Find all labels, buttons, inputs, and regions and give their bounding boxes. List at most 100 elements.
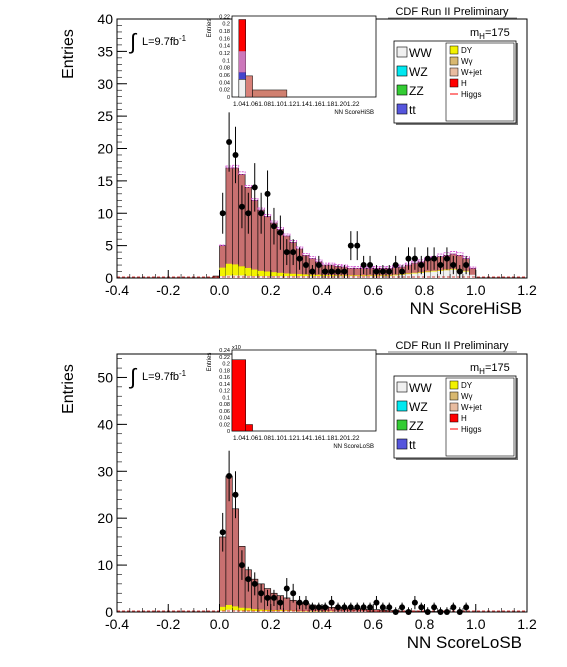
data-point xyxy=(245,210,252,217)
lumi-label: L=9.7fb-1 xyxy=(142,34,187,48)
legend-swatch xyxy=(396,103,408,115)
legend-swatch xyxy=(396,65,408,77)
hist-bar-higgs xyxy=(468,266,477,269)
data-point xyxy=(392,262,399,269)
inset-y-tick-label: 0.22 xyxy=(219,355,230,361)
x-tick-label: 0.2 xyxy=(261,282,281,298)
x-axis-title: NN ScoreHiSB xyxy=(410,299,522,318)
data-point xyxy=(277,229,284,236)
inset-y-tick-label: 0.02 xyxy=(219,422,230,428)
integral-icon: ∫ xyxy=(128,29,138,54)
hist-bar-higgs xyxy=(449,251,457,255)
data-point xyxy=(232,491,239,498)
data-point xyxy=(443,255,450,262)
hist-bar-ww xyxy=(437,270,444,278)
data-point xyxy=(219,529,226,536)
data-point xyxy=(322,268,329,275)
hist-bar-ww xyxy=(424,272,431,278)
data-point xyxy=(456,609,463,615)
data-point xyxy=(290,249,297,256)
data-point xyxy=(341,268,348,275)
data-point xyxy=(360,604,367,611)
inset-y-tick-label: 0 xyxy=(227,95,230,101)
mass-label: mH=175 xyxy=(470,27,510,41)
header-text: CDF Run II Preliminary xyxy=(395,340,509,352)
data-point xyxy=(424,609,431,615)
y-tick-label: 30 xyxy=(97,76,113,92)
hist-bar-dy xyxy=(283,610,290,612)
hist-bar-dy xyxy=(405,273,412,275)
hist-bar-dy xyxy=(424,271,431,273)
chart-losb: -0.4 -0.2 0.0 0.2 0.4 0.6 0.8 1.0 1.2 0 10 20 30 40 50… xyxy=(60,340,537,652)
x-axis-title: NN ScoreLoSB xyxy=(407,633,522,652)
legend-swatch xyxy=(396,381,408,393)
inset-y-tick-label: 0.16 xyxy=(219,36,230,42)
y-tick-label: 40 xyxy=(97,416,113,432)
data-point xyxy=(405,609,412,615)
hist-bar-ww xyxy=(302,276,310,278)
hist-bar-dy xyxy=(232,606,239,611)
inset-y-tick-label: 0.18 xyxy=(219,29,230,35)
hist-bar-higgs xyxy=(456,252,464,256)
y-axis-title: Entries xyxy=(60,364,77,414)
hist-bar-dy xyxy=(225,263,233,276)
inset-x-tick-labels: 1.041.061.081.101.121.141.161.181.201.22 xyxy=(233,101,360,108)
x-tick-label: 1.0 xyxy=(466,616,486,632)
hist-bar-dy xyxy=(277,610,284,612)
inset-bar-layer xyxy=(238,72,246,80)
legend-label: DY xyxy=(461,46,473,55)
data-point xyxy=(463,262,470,269)
inset-y-tick-label: 0.22 xyxy=(219,14,230,20)
hist-bar-dy xyxy=(245,608,252,611)
hist-bar-dy xyxy=(232,264,239,276)
data-point xyxy=(386,604,393,611)
hist-bar-ww xyxy=(443,270,451,278)
hist-bar-dy xyxy=(238,607,246,611)
x-tick-label: 0.6 xyxy=(364,616,384,632)
hist-bar-dy xyxy=(251,609,258,612)
inset-y-tick-label: 0.12 xyxy=(219,389,230,395)
hist-bar-ww xyxy=(366,276,374,278)
y-tick-label: 10 xyxy=(97,557,113,573)
hist-bar-ww xyxy=(392,275,399,278)
inset-frame xyxy=(231,349,377,432)
data-point xyxy=(347,604,354,611)
data-point xyxy=(290,590,297,597)
data-point xyxy=(456,268,463,275)
data-point xyxy=(302,599,309,606)
data-point xyxy=(399,268,406,275)
data-point xyxy=(418,604,425,611)
y-tick-label: 5 xyxy=(105,238,113,254)
x-tick-label: -0.4 xyxy=(105,282,129,298)
y-axis-title: Entries xyxy=(60,29,77,79)
data-point xyxy=(386,268,393,275)
inset-y-tick-label: 0 xyxy=(227,429,230,435)
lumi-exponent: -1 xyxy=(179,34,187,43)
hist-bar-total xyxy=(232,167,240,279)
hist-bar-dy xyxy=(315,274,322,277)
hist-bar-dy xyxy=(270,272,278,277)
hist-bar-dy xyxy=(251,269,258,277)
chart-hisb: -0.4 -0.2 0.0 0.2 0.4 0.6 0.8 1.0 1.2 0 5 10 15 20 25 3… xyxy=(60,6,537,318)
legend-label: DY xyxy=(461,381,473,390)
data-point xyxy=(354,604,361,611)
inset-bar-layer xyxy=(238,51,246,73)
y-tick-label: 15 xyxy=(97,173,113,189)
legend-label: Wγ xyxy=(461,57,473,66)
y-tick-label: 25 xyxy=(97,108,113,124)
data-point xyxy=(373,268,380,275)
hist-bar-dy xyxy=(360,275,367,277)
integral-icon: ∫ xyxy=(128,364,138,389)
legend-swatch xyxy=(396,438,408,450)
y-tick-label: 10 xyxy=(97,205,113,221)
inset-y-tick-label: 0.18 xyxy=(219,368,230,374)
data-point xyxy=(258,590,265,597)
data-point xyxy=(399,604,406,611)
header-text: CDF Run II Preliminary xyxy=(395,6,509,18)
data-point xyxy=(450,262,457,269)
x-tick-label: 0.2 xyxy=(261,616,281,632)
legend-swatch xyxy=(449,67,459,77)
hist-bar-ww xyxy=(257,611,265,612)
legend-label: H xyxy=(461,414,467,423)
